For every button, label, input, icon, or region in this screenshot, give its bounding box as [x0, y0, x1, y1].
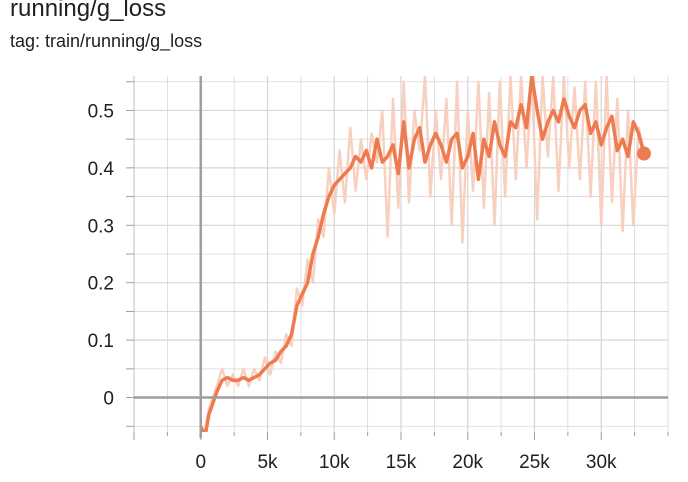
x-tick-label: 0	[195, 452, 206, 473]
last-point-marker	[636, 146, 651, 161]
y-tick-label: 0.3	[88, 216, 114, 237]
axes: 0 5k 10k 15k 20k 25k 30k 0 0.1 0.2 0.3 0.4 0.5	[88, 76, 669, 473]
series-group	[199, 76, 651, 432]
y-tick-label: 0.1	[88, 331, 114, 352]
raw-series-line	[199, 76, 646, 432]
x-tick-label: 25k	[519, 452, 550, 473]
smoothed-series-line	[199, 76, 646, 432]
x-tick-label: 15k	[386, 452, 417, 473]
y-tick-label: 0.5	[88, 101, 114, 122]
y-tick-label: 0	[103, 389, 114, 410]
x-tick-label: 30k	[586, 452, 617, 473]
x-tick-label: 5k	[257, 452, 278, 473]
y-tick-label: 0.2	[88, 274, 114, 295]
chart-title: running/g_loss	[10, 0, 167, 22]
chart-subtitle: tag: train/running/g_loss	[10, 31, 203, 51]
x-tick-label: 10k	[319, 452, 350, 473]
x-tick-label: 20k	[452, 452, 483, 473]
y-tick-label: 0.4	[88, 159, 115, 180]
